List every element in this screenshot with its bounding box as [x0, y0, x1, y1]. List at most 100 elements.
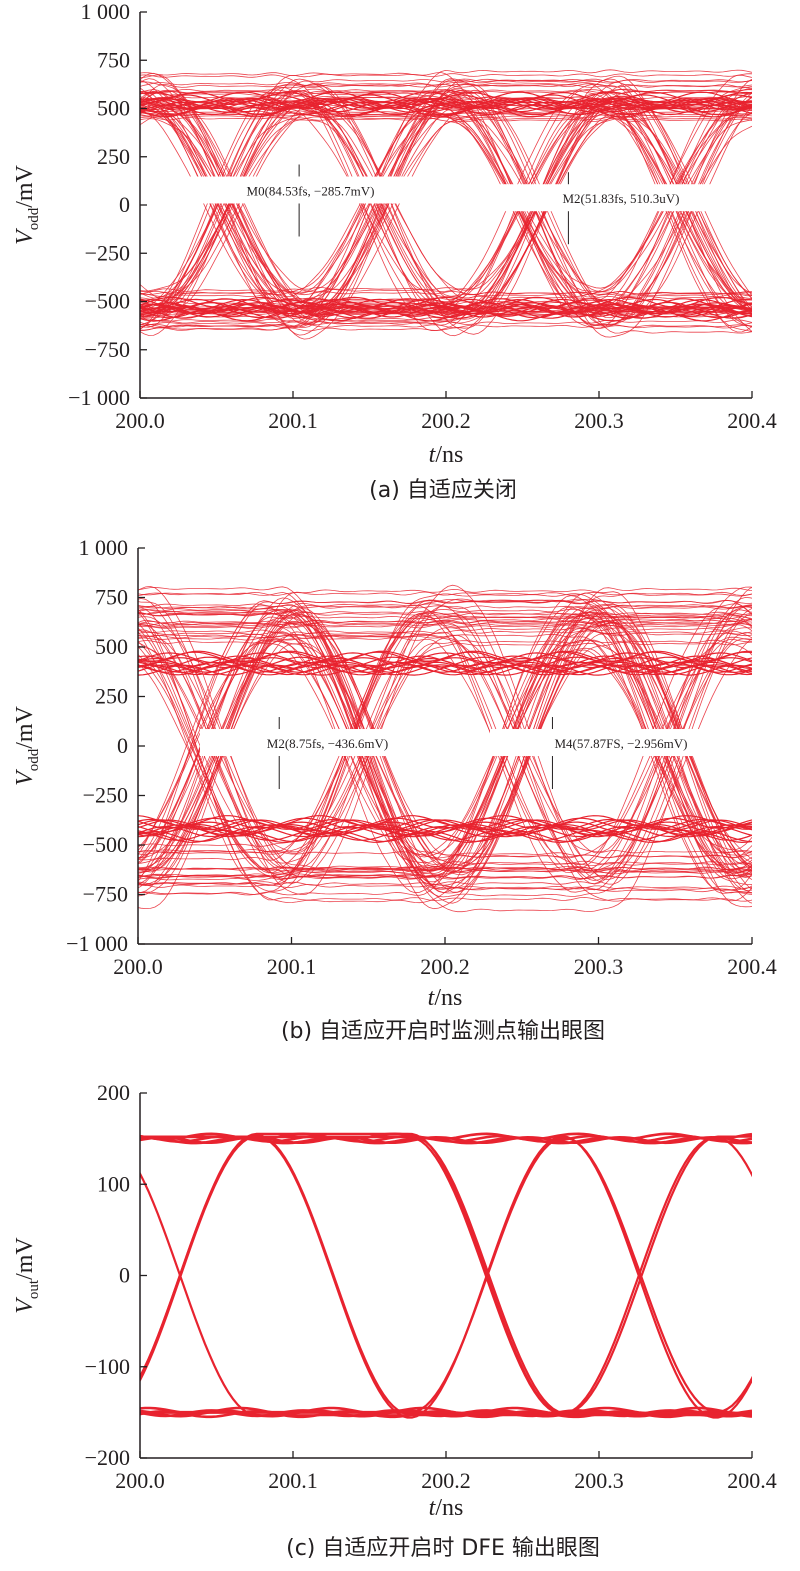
- y-tick-label: 500: [95, 634, 128, 659]
- eye-trace: [138, 588, 752, 885]
- eye-rail: [140, 303, 752, 315]
- y-tick-label: −500: [83, 832, 128, 857]
- eye-trace: [140, 95, 752, 318]
- eye-trace: [140, 73, 752, 315]
- eye-trace: [140, 110, 752, 115]
- marker-label-box: [200, 729, 455, 757]
- y-axis-title: Vodd/mV: [12, 705, 42, 786]
- eye-trace: [140, 107, 752, 298]
- eye-rail: [140, 296, 752, 308]
- eye-trace: [138, 617, 752, 861]
- eye-trace: [138, 595, 752, 896]
- eye-trace: [140, 112, 752, 295]
- eye-trace: [140, 102, 752, 309]
- y-tick-label: −750: [85, 337, 130, 362]
- eye-trace: [138, 614, 752, 874]
- eye-trace: [138, 609, 752, 870]
- eye-trace: [138, 587, 752, 888]
- eye-trace: [138, 604, 752, 871]
- eye-trace: [138, 586, 752, 886]
- eye-trace: [140, 81, 752, 306]
- eye-trace: [138, 608, 752, 902]
- x-tick-label: 200.2: [420, 954, 470, 979]
- x-tick-label: 200.2: [421, 1468, 471, 1493]
- eye-rail: [138, 664, 752, 676]
- eye-trace: [138, 619, 752, 864]
- eye-trace: [138, 613, 752, 856]
- eye-trace: [140, 69, 752, 323]
- y-tick-label: −250: [83, 783, 128, 808]
- y-axis-title: Vodd/mV: [12, 164, 42, 245]
- x-tick-label: 200.1: [268, 1468, 318, 1493]
- eye-trace: [140, 1132, 752, 1415]
- marker-label-box: [490, 184, 752, 212]
- marker-label: M2(8.75fs, −436.6mV): [267, 736, 388, 751]
- x-tick-label: 200.3: [574, 1468, 624, 1493]
- eye-trace: [138, 629, 752, 873]
- eye-rail: [140, 1132, 752, 1141]
- eye-trace: [140, 95, 752, 312]
- eye-trace: [138, 620, 752, 876]
- marker-label-box: [183, 176, 438, 204]
- eye-trace: [138, 614, 752, 873]
- eye-traces: [140, 69, 752, 340]
- y-tick-label: −750: [83, 882, 128, 907]
- eye-trace: [138, 608, 752, 910]
- y-tick-label: 250: [97, 144, 130, 169]
- eye-trace: [140, 100, 752, 292]
- eye-trace: [140, 92, 752, 312]
- x-axis-title: t/ns: [429, 1495, 464, 1521]
- y-tick-label: −100: [85, 1354, 130, 1379]
- eye-trace: [140, 91, 752, 317]
- eye-trace: [138, 638, 752, 881]
- eye-rail: [138, 661, 752, 673]
- y-tick-label: 1 000: [79, 535, 129, 560]
- eye-rail: [138, 825, 752, 838]
- eye-trace: [138, 608, 752, 890]
- x-tick-label: 200.0: [115, 1468, 165, 1493]
- y-tick-label: 0: [119, 192, 130, 217]
- eye-trace: [140, 1171, 752, 1417]
- eye-trace: [138, 612, 752, 858]
- eye-trace: [138, 663, 752, 871]
- eye-trace: [138, 598, 752, 874]
- eye-rail: [140, 1409, 752, 1418]
- eye-trace: [140, 74, 752, 316]
- eye-trace: [138, 598, 752, 878]
- x-tick-label: 200.4: [727, 1468, 777, 1493]
- y-tick-label: 100: [97, 1171, 130, 1196]
- eye-trace: [140, 102, 752, 291]
- eye-trace: [138, 611, 752, 892]
- eye-trace: [140, 88, 752, 302]
- eye-trace: [138, 593, 752, 881]
- eye-trace: [138, 602, 752, 886]
- panel-caption: (a) 自适应关闭: [369, 478, 517, 503]
- eye-trace: [138, 868, 752, 880]
- eye-trace: [140, 83, 752, 328]
- eye-rail: [140, 98, 752, 110]
- eye-trace: [140, 106, 752, 321]
- x-tick-label: 200.2: [421, 408, 471, 433]
- x-axis-title: t/ns: [428, 985, 463, 1011]
- eye-trace: [140, 78, 752, 317]
- eye-rail: [140, 310, 752, 322]
- eye-trace: [140, 86, 752, 305]
- eye-trace: [138, 600, 752, 883]
- eye-rail: [140, 306, 752, 317]
- eye-trace: [138, 642, 752, 870]
- eye-trace: [140, 1136, 752, 1415]
- y-axis-title: Vout/mV: [12, 1237, 42, 1314]
- x-tick-label: 200.0: [113, 954, 163, 979]
- eye-trace: [140, 103, 752, 329]
- eye-rail: [138, 819, 752, 831]
- eye-trace: [140, 118, 752, 300]
- eye-traces: [140, 1132, 752, 1419]
- eye-trace: [138, 639, 752, 866]
- y-tick-label: −200: [85, 1445, 130, 1470]
- eye-trace: [138, 603, 752, 904]
- y-tick-label: 0: [117, 733, 128, 758]
- eye-trace: [140, 101, 752, 328]
- eye-trace: [138, 612, 752, 893]
- eye-trace: [138, 621, 752, 874]
